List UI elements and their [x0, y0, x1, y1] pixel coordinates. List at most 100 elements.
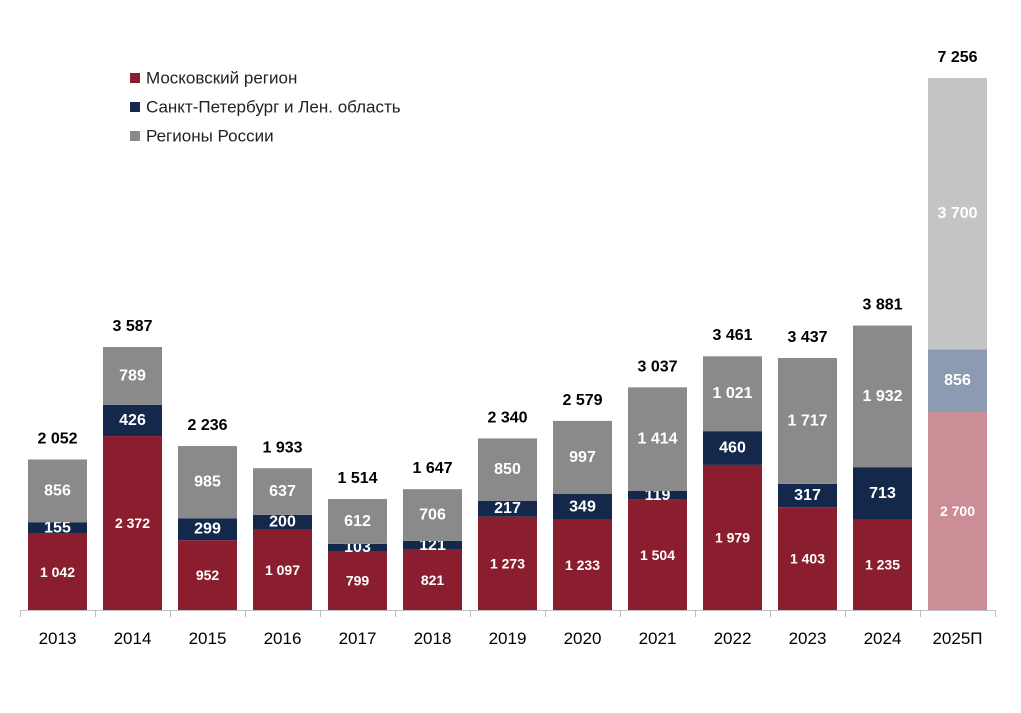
bar-segment — [628, 499, 687, 610]
bar-segment — [553, 420, 612, 495]
data-label: 426 — [119, 412, 146, 429]
total-label: 3 437 — [787, 329, 827, 346]
bar-segment — [628, 491, 687, 500]
bar-segment — [778, 358, 837, 484]
data-label: 1 233 — [565, 557, 600, 573]
data-label: 856 — [44, 482, 71, 499]
data-label: 612 — [344, 513, 371, 530]
data-label: 2 700 — [940, 503, 975, 519]
data-label: 856 — [944, 372, 971, 389]
bar-segment — [853, 325, 912, 468]
legend: Московский регион Санкт-Петербург и Лен. … — [130, 69, 401, 146]
data-label: 1 414 — [637, 431, 677, 448]
bar-segment — [553, 519, 612, 610]
bar-segment — [253, 468, 312, 515]
bar-segment — [703, 464, 762, 610]
data-label: 1 235 — [865, 557, 900, 573]
data-label: 789 — [119, 367, 146, 384]
bar-segment — [178, 518, 237, 541]
bar-segment — [928, 349, 987, 413]
x-tick-label: 2014 — [114, 629, 152, 648]
bar-segment — [403, 540, 462, 550]
total-label: 1 647 — [412, 460, 452, 477]
bar-segment — [403, 549, 462, 610]
bar-segment — [103, 404, 162, 437]
bar-segment — [253, 529, 312, 610]
bar-segment — [703, 431, 762, 465]
bar-segment — [553, 494, 612, 520]
bar-segment — [28, 533, 87, 610]
bar-segment — [628, 387, 687, 492]
data-label: 799 — [346, 573, 370, 589]
x-tick-label: 2024 — [864, 629, 902, 648]
legend-label: Регионы России — [146, 127, 274, 146]
data-label: 1 403 — [790, 551, 825, 567]
bar-segment — [328, 551, 387, 610]
total-label: 1 514 — [337, 470, 377, 487]
data-label: 349 — [569, 498, 596, 515]
data-label: 821 — [421, 572, 445, 588]
x-tick-label: 2015 — [189, 629, 227, 648]
bar-segment — [853, 519, 912, 610]
data-label: 217 — [494, 500, 521, 517]
legend-label: Московский регион — [146, 69, 297, 88]
bar-segment — [28, 522, 87, 534]
total-label: 2 579 — [562, 392, 602, 409]
bar-segment — [853, 467, 912, 520]
data-label: 637 — [269, 483, 296, 500]
total-label: 3 587 — [112, 318, 152, 335]
data-label: 1 717 — [787, 412, 827, 429]
bar-segment — [328, 543, 387, 552]
bar-segment — [703, 356, 762, 432]
data-label: 3 700 — [937, 205, 977, 222]
bar-segment — [178, 446, 237, 519]
data-label: 850 — [494, 461, 521, 478]
bar-segment — [328, 498, 387, 544]
x-tick-label: 2013 — [39, 629, 77, 648]
data-label: 952 — [196, 567, 220, 583]
data-label: 713 — [869, 485, 896, 502]
data-label: 2 372 — [115, 515, 150, 531]
total-label: 2 052 — [37, 431, 77, 448]
bar-segment — [28, 459, 87, 523]
legend-swatch — [130, 131, 140, 141]
bar-segment — [478, 438, 537, 501]
data-label: 119 — [645, 487, 671, 504]
x-tick-label: 2016 — [264, 629, 302, 648]
data-label: 706 — [419, 507, 446, 524]
data-label: 1 273 — [490, 555, 525, 571]
total-label: 3 461 — [712, 327, 752, 344]
data-label: 460 — [719, 440, 746, 457]
data-label: 1 097 — [265, 562, 300, 578]
legend-swatch — [130, 73, 140, 83]
bar-segment — [103, 347, 162, 405]
x-tick-label: 2020 — [564, 629, 602, 648]
data-label: 997 — [569, 449, 596, 466]
x-tick-label: 2018 — [414, 629, 452, 648]
data-label: 1 932 — [862, 388, 902, 405]
data-label: 317 — [794, 487, 821, 504]
x-axis: 2013 2014 2015 2016 2017 2018 2019 2020 2021 2022… — [20, 610, 996, 648]
total-label: 3 881 — [862, 296, 902, 313]
x-tick-label: 2019 — [489, 629, 527, 648]
x-tick-label: 2022 — [714, 629, 752, 648]
total-label: 3 037 — [637, 358, 677, 375]
bar-segment — [478, 500, 537, 517]
data-label: 200 — [269, 514, 296, 531]
data-label: 1 504 — [640, 547, 675, 563]
total-label: 2 340 — [487, 409, 527, 426]
legend-label: Санкт-Петербург и Лен. область — [146, 98, 401, 117]
total-label: 1 933 — [262, 439, 302, 456]
bar-segment — [103, 436, 162, 610]
x-tick-label: 2023 — [789, 629, 827, 648]
data-label: 1 042 — [40, 564, 75, 580]
bars: 1 042 155 856 2 052 2 372 426 789 3 587 952 299 98… — [28, 49, 987, 610]
bar-segment — [478, 516, 537, 610]
data-label: 1 021 — [712, 385, 752, 402]
total-label: 7 256 — [937, 49, 977, 66]
data-label: 299 — [194, 521, 221, 538]
bar-segment — [928, 412, 987, 610]
data-label: 121 — [419, 537, 446, 554]
